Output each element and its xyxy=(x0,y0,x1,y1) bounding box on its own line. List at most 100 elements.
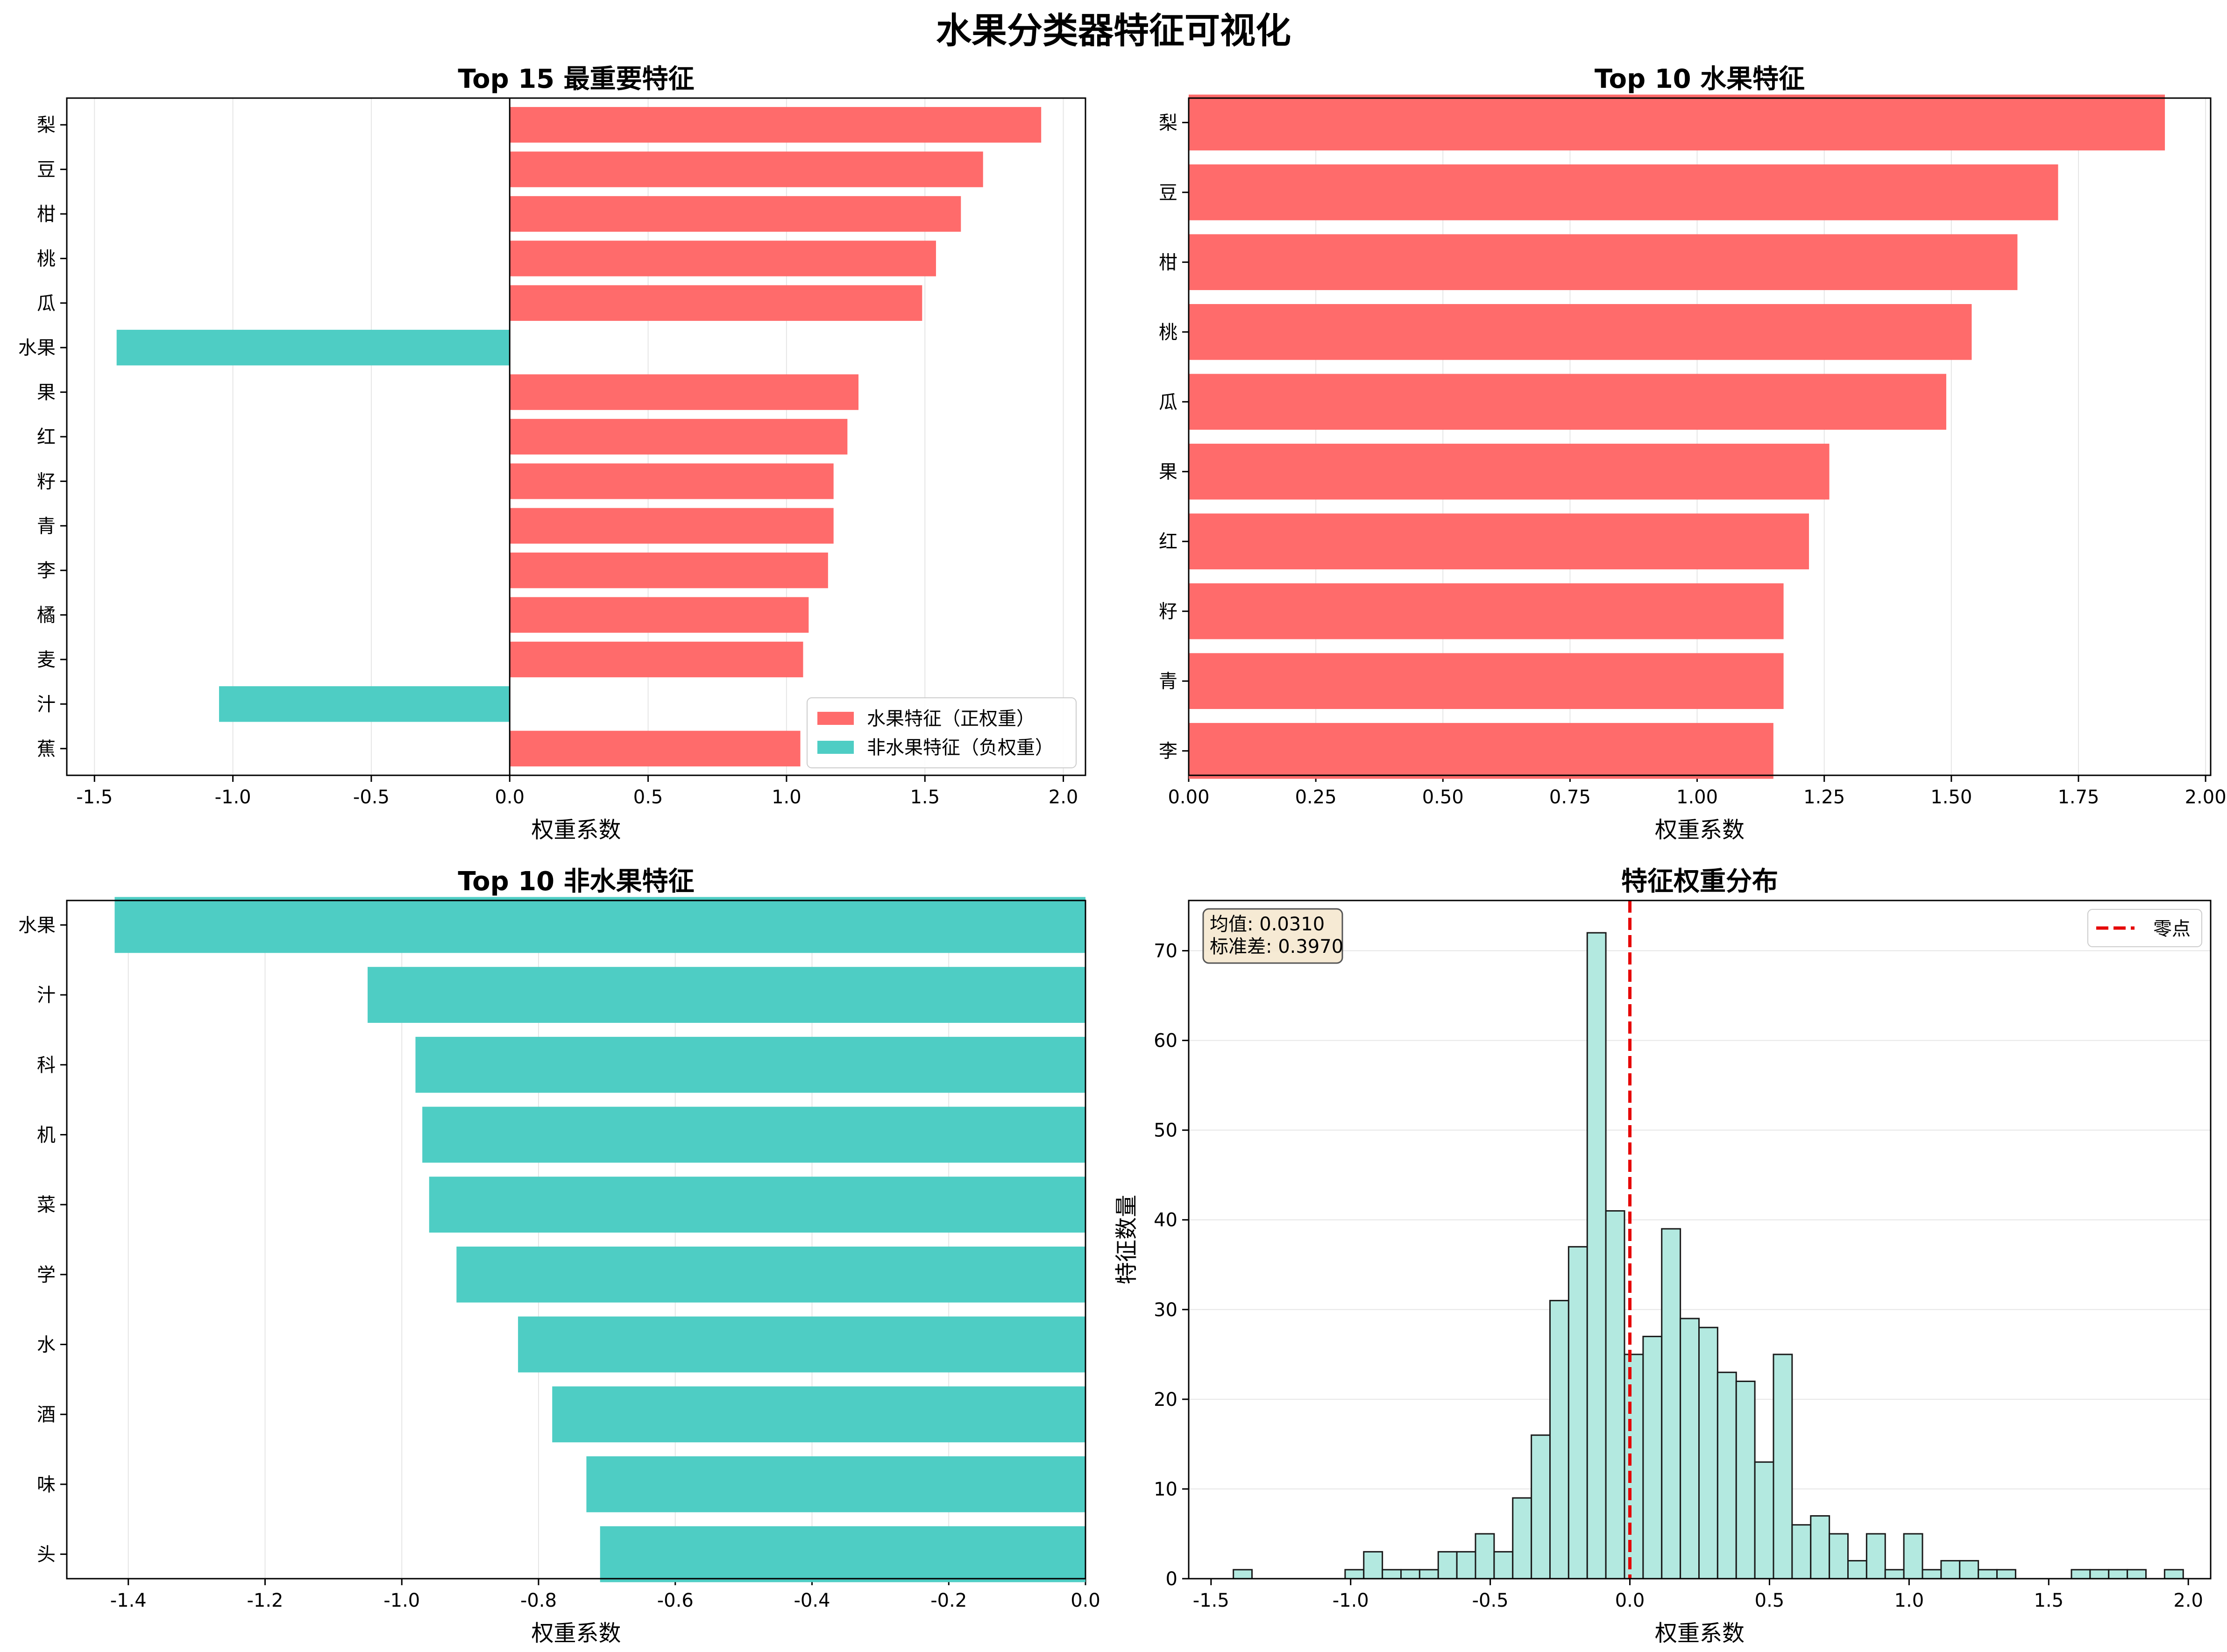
hist-bin xyxy=(2089,1569,2110,1580)
bar-蕉 xyxy=(510,730,801,766)
hist-bin xyxy=(1567,1246,1588,1580)
stats-mean: 均值: 0.0310 xyxy=(1210,914,1325,935)
hist-bin xyxy=(1791,1524,1812,1580)
x-tick-label: -1.2 xyxy=(247,1590,283,1611)
x-tick-label: 1.0 xyxy=(772,787,801,808)
bar-桃 xyxy=(1189,304,1972,360)
bar-青 xyxy=(1189,653,1784,709)
bar-菜 xyxy=(429,1177,1085,1233)
hist-bin xyxy=(1363,1551,1383,1580)
hist-bin xyxy=(1922,1569,1942,1580)
y-tick-label: 李 xyxy=(1159,741,1177,762)
hist-bin xyxy=(1978,1569,1998,1580)
axes-frame xyxy=(66,97,1086,776)
bar-桃 xyxy=(510,241,936,277)
x-tick-label: -1.5 xyxy=(76,787,113,808)
hist-bin xyxy=(1624,1354,1644,1580)
bar-学 xyxy=(456,1246,1085,1303)
panel-title: 特征权重分布 xyxy=(1621,866,1778,897)
x-tick-label: 1.5 xyxy=(910,787,940,808)
y-tick-label: 豆 xyxy=(1159,182,1177,204)
y-tick-label: 青 xyxy=(37,516,56,537)
hist-bin xyxy=(1847,1560,1867,1580)
bar-李 xyxy=(510,553,828,588)
axes-frame xyxy=(66,900,1086,1580)
y-tick-label: 青 xyxy=(1159,671,1177,692)
legend-label: 零点 xyxy=(2153,918,2191,940)
stats-std: 标准差: 0.3970 xyxy=(1210,936,1343,957)
x-axis-label: 权重系数 xyxy=(1655,1620,1745,1646)
hist-bin xyxy=(1382,1569,1402,1580)
panel-title: Top 10 非水果特征 xyxy=(458,866,694,897)
y-tick-label: 桃 xyxy=(37,248,56,269)
bar-科 xyxy=(415,1036,1085,1093)
bar-青 xyxy=(510,508,834,544)
y-tick-label: 水 xyxy=(37,1334,56,1356)
panel-top10-fruit-features: 0.00 0.25 0.50 0.75 1.00 1.25 1.50 1.75 2.00 梨豆柑桃… xyxy=(1159,64,2227,843)
legend-box xyxy=(807,697,1077,768)
y-tick-label: 籽 xyxy=(37,471,56,492)
hist-bin xyxy=(1698,1326,1718,1580)
figure-title: 水果分类器特征可视化 xyxy=(936,10,1291,51)
y-tick-label: 李 xyxy=(37,560,56,581)
hist-bin xyxy=(1716,1371,1737,1580)
x-tick-label: -0.2 xyxy=(930,1590,967,1611)
hist-bin xyxy=(1605,1210,1625,1580)
x-tick-label: -1.5 xyxy=(1193,1590,1229,1611)
bar-籽 xyxy=(1189,583,1784,639)
bar-头 xyxy=(600,1526,1085,1582)
y-tick-label: 味 xyxy=(37,1474,56,1496)
y-tick-label: 40 xyxy=(1154,1210,1177,1231)
legend-box xyxy=(2087,909,2202,947)
x-axis-label: 权重系数 xyxy=(1655,817,1745,843)
legend-label: 水果特征（正权重） xyxy=(867,708,1035,730)
y-tick-label: 籽 xyxy=(1159,601,1177,623)
bar-水果 xyxy=(114,897,1085,953)
hist-bin xyxy=(1735,1380,1756,1580)
hist-bin xyxy=(2163,1569,2184,1580)
bar-水果 xyxy=(116,330,510,366)
x-tick-label: 1.0 xyxy=(1894,1590,1924,1611)
bar-籽 xyxy=(510,463,834,499)
panel-top15-features: -1.5 -1.0 -0.5 0.0 0.5 1.0 1.5 2.0 梨豆柑桃瓜水果果红籽青李橘… xyxy=(18,64,1086,843)
x-tick-label: -0.4 xyxy=(794,1590,830,1611)
x-tick-label: -0.5 xyxy=(1472,1590,1509,1611)
hist-bin xyxy=(1903,1533,1923,1580)
y-tick-label: 70 xyxy=(1154,941,1177,962)
hist-bin xyxy=(2127,1569,2147,1580)
hist-bin xyxy=(1531,1434,1551,1580)
x-tick-label: 1.50 xyxy=(1930,787,1972,808)
bar-柑 xyxy=(1189,234,2018,291)
y-tick-label: 蕉 xyxy=(37,738,56,760)
y-tick-label: 头 xyxy=(37,1544,56,1566)
panel-top10-nonfruit-features: -1.4 -1.2 -1.0 -0.8 -0.6 -0.4 -0.2 0.0 水果汁科机菜学水酒… xyxy=(18,866,1100,1646)
y-tick-label: 20 xyxy=(1154,1389,1177,1411)
y-tick-label: 梨 xyxy=(1159,112,1177,134)
y-tick-label: 梨 xyxy=(37,114,56,136)
panel-title: Top 15 最重要特征 xyxy=(458,64,694,94)
bar-瓜 xyxy=(510,285,922,321)
x-tick-label: 1.00 xyxy=(1676,787,1718,808)
x-tick-label: 0.00 xyxy=(1168,787,1209,808)
y-tick-label: 科 xyxy=(37,1055,56,1076)
y-tick-label: 60 xyxy=(1154,1030,1177,1052)
hist-bin xyxy=(1810,1515,1830,1580)
legend-swatch xyxy=(817,712,854,725)
y-tick-label: 学 xyxy=(37,1264,56,1286)
x-tick-label: 1.5 xyxy=(2034,1590,2064,1611)
y-tick-label: 桃 xyxy=(1159,322,1177,343)
hist-bin xyxy=(1549,1300,1569,1580)
hist-bin xyxy=(1940,1560,1961,1580)
y-tick-label: 果 xyxy=(1159,461,1177,483)
x-tick-label: 1.75 xyxy=(2057,787,2099,808)
hist-bin xyxy=(2071,1569,2091,1580)
panel-weight-distribution: 0 10 20 30 40 50 60 70 -1.5 -1.0 -0.5 0.0 0.5 1.0 1.5 2… xyxy=(1114,866,2212,1646)
y-tick-label: 果 xyxy=(37,382,56,404)
y-tick-label: 汁 xyxy=(37,694,56,715)
y-tick-label: 菜 xyxy=(37,1194,56,1216)
x-tick-label: -1.0 xyxy=(383,1590,420,1611)
bar-红 xyxy=(1189,513,1809,570)
y-tick-label: 瓜 xyxy=(37,293,56,314)
hist-bin xyxy=(1661,1228,1681,1580)
